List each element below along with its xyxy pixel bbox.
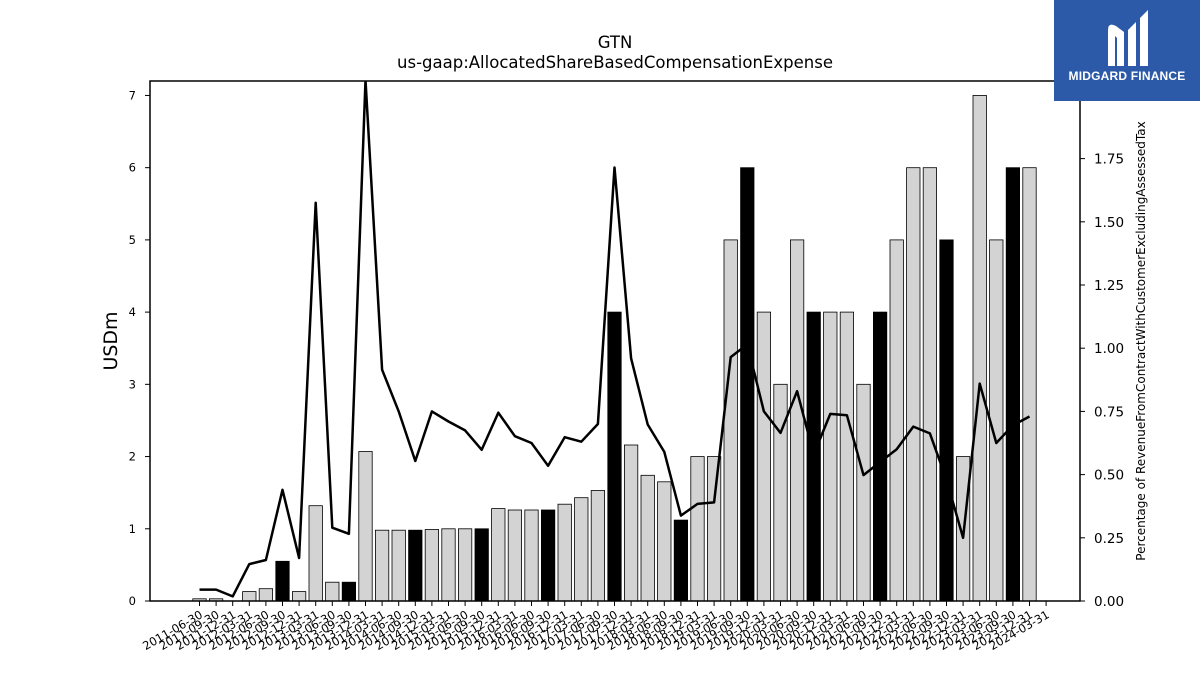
bar — [424, 529, 440, 602]
bar — [457, 528, 473, 602]
y-tick-label-right: 1.25 — [1094, 278, 1124, 294]
bar — [922, 167, 938, 602]
y-tick-label-right: 0.75 — [1094, 404, 1124, 420]
brand-logo: MIDGARD FINANCE — [1054, 0, 1200, 101]
bar — [906, 167, 921, 602]
bar — [341, 581, 357, 602]
bar — [1005, 167, 1021, 602]
bar — [491, 508, 506, 602]
bar — [640, 474, 655, 602]
bar — [873, 311, 888, 602]
y-axis-left: 0 1 2 3 4 5 6 7 — [129, 88, 150, 608]
bar — [740, 167, 755, 602]
bar — [889, 239, 904, 602]
chart-title: GTN — [598, 33, 633, 52]
y-tick-label-left: 2 — [129, 450, 136, 464]
bar — [242, 591, 257, 602]
bar — [756, 311, 772, 602]
y-tick-label-left: 3 — [129, 377, 136, 391]
y-tick-label-right: 0.50 — [1094, 468, 1124, 484]
bar — [790, 239, 805, 602]
bar — [258, 588, 274, 602]
bar — [972, 95, 987, 602]
bar — [557, 503, 572, 602]
bar — [391, 529, 406, 602]
bar — [939, 239, 954, 602]
brand-name: MIDGARD FINANCE — [1068, 69, 1186, 83]
bar — [673, 519, 689, 602]
midgard-logo-icon — [1108, 10, 1148, 67]
bar — [806, 311, 821, 602]
bar — [441, 528, 456, 602]
bar — [358, 451, 373, 602]
bar — [574, 497, 589, 602]
y-tick-label-right: 1.75 — [1094, 152, 1124, 168]
bar — [275, 560, 290, 602]
bar — [590, 490, 606, 602]
bar — [408, 529, 423, 602]
line-series — [199, 81, 1031, 598]
line-group — [199, 81, 1031, 598]
y-tick-label-right: 1.50 — [1094, 215, 1124, 231]
bar — [624, 444, 639, 602]
y-tick-label-right: 0.00 — [1094, 594, 1124, 610]
bar — [723, 239, 738, 602]
bar — [524, 509, 539, 602]
bar — [690, 456, 705, 602]
bar — [856, 383, 871, 602]
bar — [507, 509, 523, 602]
y-tick-label-left: 7 — [129, 88, 136, 102]
y-tick-label-left: 1 — [129, 522, 136, 536]
bar — [291, 591, 307, 602]
y-tick-label-left: 6 — [129, 161, 136, 175]
x-axis: 2011-06-302011-09-302011-12-312012-03-31… — [140, 601, 1052, 653]
bar — [541, 509, 556, 602]
bar — [823, 311, 838, 602]
y-tick-label-right: 1.00 — [1094, 341, 1124, 357]
y-tick-label-left: 4 — [129, 305, 136, 319]
bar — [989, 239, 1004, 602]
bar — [657, 481, 672, 602]
bar — [1022, 167, 1037, 602]
bar — [325, 581, 340, 602]
bar — [773, 383, 788, 602]
bar — [707, 456, 722, 602]
chart-subtitle: us-gaap:AllocatedShareBasedCompensationE… — [397, 53, 833, 72]
y-tick-label-left: 5 — [129, 233, 136, 247]
bar — [839, 311, 855, 602]
bar — [474, 528, 489, 602]
bar — [308, 505, 323, 602]
y-axis-right: 0.00 0.25 0.50 0.75 1.00 1.25 1.50 1.75 — [1080, 152, 1124, 610]
y-tick-label-right: 0.25 — [1094, 531, 1124, 547]
bar — [607, 311, 622, 602]
bars-group — [192, 95, 1037, 602]
y-axis-label-right: Percentage of RevenueFromContractWithCus… — [1134, 121, 1148, 560]
bar — [374, 529, 390, 602]
y-tick-label-left: 0 — [129, 594, 136, 608]
y-axis-label-left: USDm — [100, 311, 122, 370]
